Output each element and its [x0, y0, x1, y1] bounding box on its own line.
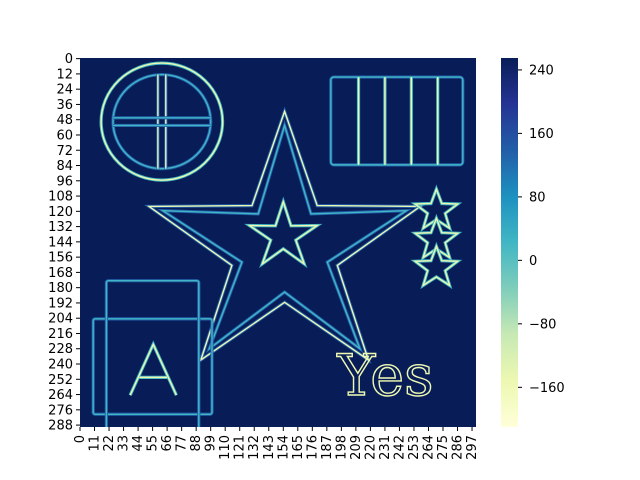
heatmap-edge-features: Yes [91, 61, 465, 427]
bars-frame [330, 76, 464, 166]
colorbar-tick-label: 80 [529, 190, 546, 205]
x-tick-label: 198 [334, 435, 349, 460]
x-tick-label: 176 [305, 435, 320, 460]
x-tick-label: 143 [262, 435, 277, 460]
colorbar-gradient [501, 58, 518, 427]
heatmap-plot-area: Yes [80, 58, 476, 427]
colorbar-tick-label: 0 [529, 254, 537, 269]
y-tick-label: 60 [56, 128, 73, 143]
x-tick-label: 121 [233, 435, 248, 460]
colorbar-tick-label: 160 [529, 127, 554, 142]
star-middle-edge [160, 122, 409, 351]
x-tick-label: 66 [160, 435, 175, 452]
x-tick-label: 209 [349, 435, 364, 460]
y-tick-label: 204 [48, 312, 73, 327]
y-tick-label: 276 [48, 403, 73, 418]
y-tick-label: 120 [48, 205, 73, 220]
x-tick-label: 33 [117, 435, 132, 452]
x-tick-label: 55 [146, 435, 161, 452]
y-tick-label: 36 [56, 98, 73, 113]
y-tick-label: 48 [56, 113, 73, 128]
x-tick-label: 99 [204, 435, 219, 452]
x-tick-label: 77 [175, 435, 190, 452]
x-tick-label: 11 [88, 435, 103, 452]
y-tick-label: 24 [56, 83, 73, 98]
yes-text-edge: Yes [336, 342, 433, 409]
mini-star-2 [413, 244, 460, 288]
y-tick-label: 144 [48, 235, 73, 250]
x-tick-label: 286 [451, 435, 466, 460]
y-tick-label: 96 [56, 174, 73, 189]
y-tick-label: 216 [48, 327, 73, 342]
x-tick-label: 231 [378, 435, 393, 460]
y-axis: 0122436486072849610812013214415616818019… [48, 52, 80, 434]
y-tick-label: 108 [48, 190, 73, 205]
letter-a-strokes [129, 342, 177, 396]
a-box-bar [105, 279, 200, 427]
x-tick-label: 220 [363, 435, 378, 460]
star-small-edge [247, 199, 320, 266]
x-tick-label: 22 [102, 435, 117, 452]
y-tick-label: 252 [48, 373, 73, 388]
x-tick-label: 275 [436, 435, 451, 460]
y-tick-label: 12 [56, 67, 73, 82]
x-tick-label: 264 [421, 435, 436, 460]
colorbar-tick-label: −80 [529, 317, 556, 332]
x-tick-label: 187 [320, 435, 335, 460]
colorbar-tick-label: 240 [529, 63, 554, 78]
x-tick-label: 132 [247, 435, 262, 460]
y-tick-label: 168 [48, 266, 73, 281]
colorbar-tick-label: −160 [529, 381, 565, 396]
x-tick-label: 110 [218, 435, 233, 460]
x-tick-label: 44 [131, 435, 146, 452]
y-tick-label: 288 [48, 419, 73, 434]
x-axis: 0 11 22 33 44 55 66 77 88 99 110 121 132 143 154 165 176… [73, 427, 480, 460]
x-tick-label: 88 [189, 435, 204, 452]
y-tick-label: 0 [65, 52, 73, 67]
x-tick-label: 165 [291, 435, 306, 460]
y-tick-label: 240 [48, 358, 73, 373]
x-tick-label: 297 [465, 435, 480, 460]
y-tick-label: 156 [48, 251, 73, 266]
star-large-edge [146, 109, 423, 362]
y-tick-label: 84 [56, 159, 73, 174]
circle-outer-edge [100, 62, 224, 181]
y-tick-label: 180 [48, 281, 73, 296]
colorbar: 240 160 80 0 −80 −160 [501, 58, 565, 427]
y-tick-label: 264 [48, 388, 73, 403]
y-tick-label: 192 [48, 296, 73, 311]
x-tick-label: 253 [407, 435, 422, 460]
y-tick-label: 228 [48, 342, 73, 357]
y-tick-label: 72 [56, 144, 73, 159]
x-tick-label: 242 [392, 435, 407, 460]
x-tick-label: 154 [276, 435, 291, 460]
a-box-outer [92, 318, 213, 415]
circle-inner-edge [112, 73, 212, 170]
y-tick-label: 132 [48, 220, 73, 235]
x-tick-label: 0 [73, 435, 88, 443]
